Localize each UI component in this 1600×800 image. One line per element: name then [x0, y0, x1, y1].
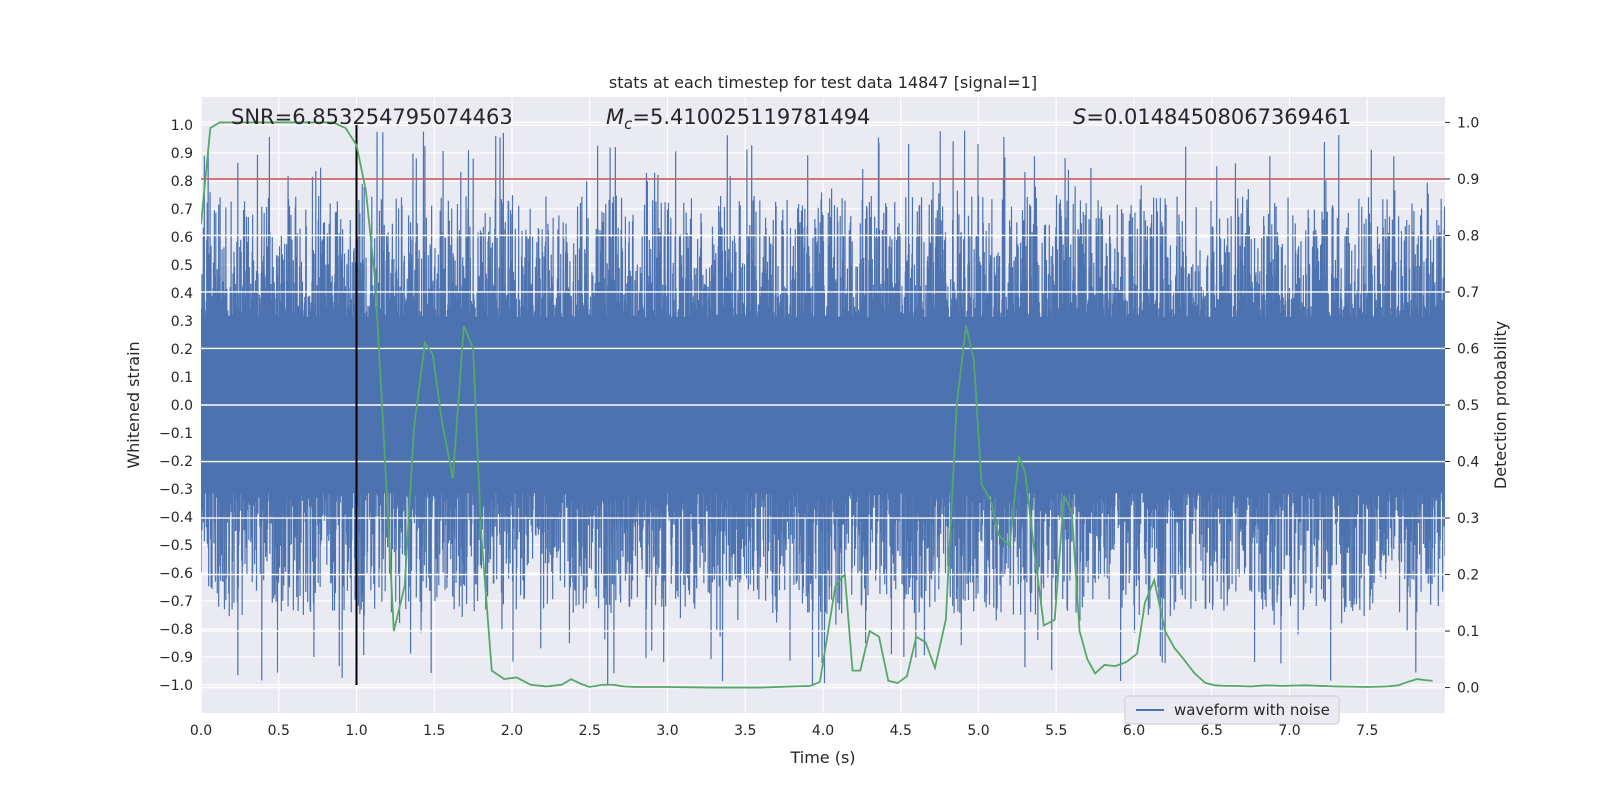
y-left-tick-label-19: −0.9	[159, 650, 193, 666]
y-left-tick-label-14: −0.4	[159, 510, 193, 526]
y-right-tick-label-3: 0.7	[1457, 285, 1479, 301]
x-tick-label-10: 5.0	[967, 723, 989, 739]
statistic-symbol: S	[1073, 105, 1086, 129]
x-tick-label-2: 1.0	[345, 723, 367, 739]
y-right-tick-label-1: 0.9	[1457, 172, 1479, 188]
snr-annotation: SNR=6.853254795074463	[231, 105, 513, 129]
x-tick-label-14: 7.0	[1278, 723, 1300, 739]
chirp-mass-subscript: c	[624, 115, 633, 133]
x-tick-label-11: 5.5	[1045, 723, 1067, 739]
x-tick-label-5: 2.5	[579, 723, 601, 739]
x-tick-label-13: 6.5	[1201, 723, 1223, 739]
x-tick-label-0: 0.0	[190, 723, 212, 739]
y-left-tick-label-7: 0.3	[171, 314, 193, 330]
y-left-tick-label-3: 0.7	[171, 202, 193, 218]
x-axis-ticks: 0.0 0.5 1.0 1.5 2.0 2.5 3.0 3.5 4.0 4.5 5.0 5.5 6.0 6…	[190, 723, 1379, 739]
y-right-tick-label-8: 0.2	[1457, 568, 1479, 584]
legend: waveform with noise	[1124, 695, 1340, 725]
y-right-tick-label-4: 0.6	[1457, 341, 1479, 357]
y-left-tick-label-6: 0.4	[171, 286, 193, 302]
y-right-tick-label-2: 0.8	[1457, 228, 1479, 244]
y-left-tick-label-12: −0.2	[159, 454, 193, 470]
y-left-tick-label-11: −0.1	[159, 426, 193, 442]
y-left-tick-label-17: −0.7	[159, 594, 193, 610]
y-left-tick-label-18: −0.8	[159, 622, 193, 638]
y-right-tick-label-6: 0.4	[1457, 455, 1479, 471]
chirp-mass-value: =5.410025119781494	[632, 105, 870, 129]
x-tick-label-4: 2.0	[501, 723, 523, 739]
y-left-tick-label-15: −0.5	[159, 538, 193, 554]
x-tick-label-7: 3.5	[734, 723, 756, 739]
y-right-tick-label-10: 0.0	[1457, 681, 1479, 697]
x-tick-label-9: 4.5	[890, 723, 912, 739]
y-right-tick-label-5: 0.5	[1457, 398, 1479, 414]
legend-box	[1124, 695, 1340, 725]
detection-probability-line	[201, 121, 1433, 689]
left-y-axis-label: Whitened strain	[124, 341, 143, 468]
y-right-tick-label-9: 0.1	[1457, 624, 1479, 640]
legend-label-waveform: waveform with noise	[1174, 701, 1330, 719]
y-left-tick-label-1: 0.9	[171, 146, 193, 162]
y-left-tick-label-10: 0.0	[171, 398, 193, 414]
x-axis-label: Time (s)	[789, 748, 855, 767]
x-tick-label-8: 4.0	[812, 723, 834, 739]
y-left-tick-label-0: 1.0	[171, 118, 193, 134]
x-tick-label-3: 1.5	[423, 723, 445, 739]
x-tick-label-6: 3.0	[656, 723, 678, 739]
y-left-tick-label-2: 0.8	[171, 174, 193, 190]
statistic-annotation: S=0.01484508067369461	[1073, 105, 1351, 129]
chirp-mass-symbol: M	[606, 105, 624, 129]
right-axis-grid	[201, 121, 1445, 689]
chirp-mass-annotation: Mc=5.410025119781494	[606, 105, 870, 133]
x-tick-label-12: 6.0	[1123, 723, 1145, 739]
y-right-tick-label-0: 1.0	[1457, 115, 1479, 131]
y-left-tick-label-5: 0.5	[171, 258, 193, 274]
chart-title: stats at each timestep for test data 148…	[609, 73, 1037, 92]
right-y-axis-ticks: 1.0 0.9 0.8 0.7 0.6 0.5 0.4 0.3 0.2 0.1 0.0	[1445, 115, 1479, 697]
y-left-tick-label-13: −0.3	[159, 482, 193, 498]
y-right-tick-label-7: 0.3	[1457, 511, 1479, 527]
y-left-tick-label-9: 0.1	[171, 370, 193, 386]
y-left-tick-label-16: −0.6	[159, 566, 193, 582]
x-tick-label-15: 7.5	[1356, 723, 1378, 739]
y-left-tick-label-8: 0.2	[171, 342, 193, 358]
x-tick-label-1: 0.5	[268, 723, 290, 739]
y-left-tick-label-20: −1.0	[159, 678, 193, 694]
y-left-tick-label-4: 0.6	[171, 230, 193, 246]
statistic-value: =0.01484508067369461	[1086, 105, 1351, 129]
right-y-axis-label: Detection probability	[1491, 321, 1510, 489]
left-y-axis-ticks: 1.0 0.9 0.8 0.7 0.6 0.5 0.4 0.3 0.2 0.1 0.0 −0.1 −0.…	[159, 118, 193, 694]
